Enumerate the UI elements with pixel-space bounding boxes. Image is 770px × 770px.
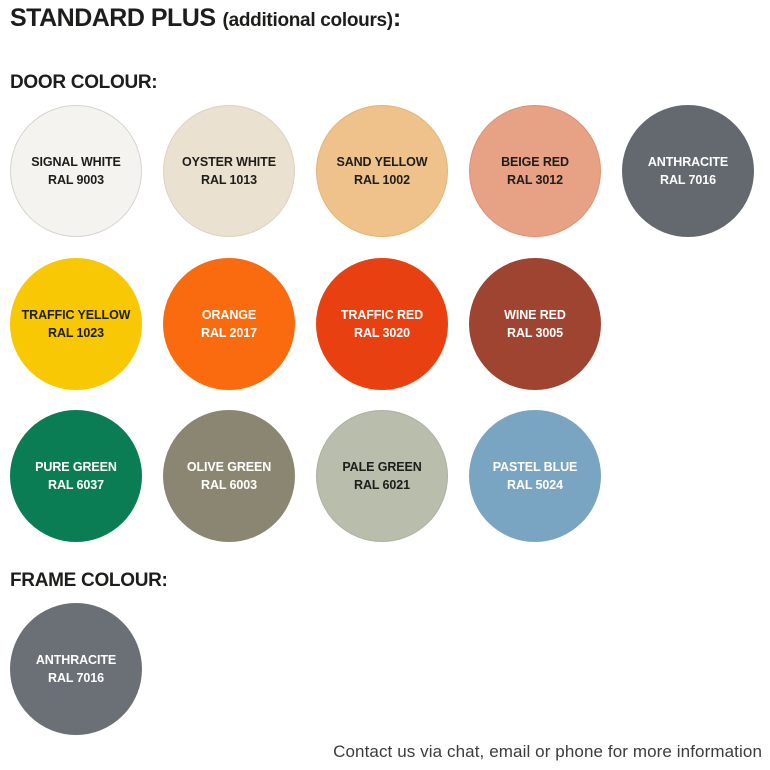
colour-swatch-wine-red: WINE RED RAL 3005	[469, 258, 601, 390]
swatch-ral-code: RAL 3005	[507, 326, 563, 340]
colour-swatch-traffic-yellow: TRAFFIC YELLOW RAL 1023	[10, 258, 142, 390]
swatch-colour-name: OLIVE GREEN	[186, 459, 272, 474]
page-title-sub: (additional colours)	[222, 10, 394, 31]
swatch-label: PURE GREEN RAL 6037	[35, 458, 117, 494]
swatch-label: SAND YELLOW RAL 1002	[336, 153, 427, 189]
swatch-colour-name: WINE RED	[504, 307, 566, 322]
contact-note: Contact us via chat, email or phone for …	[333, 742, 762, 761]
swatch-label: SIGNAL WHITE RAL 9003	[31, 153, 121, 189]
swatch-colour-name: SIGNAL WHITE	[31, 154, 121, 169]
swatch-ral-code: RAL 6021	[354, 478, 410, 492]
swatch-ral-code: RAL 5024	[507, 478, 563, 492]
swatch-ral-code: RAL 9003	[48, 173, 104, 187]
swatch-colour-name: SAND YELLOW	[336, 154, 428, 169]
swatch-label: BEIGE RED RAL 3012	[501, 153, 569, 189]
swatch-ral-code: RAL 2017	[201, 326, 257, 340]
colour-swatch-signal-white: SIGNAL WHITE RAL 9003	[10, 105, 142, 237]
swatch-label: TRAFFIC YELLOW RAL 1023	[22, 306, 131, 342]
swatch-label: WINE RED RAL 3005	[504, 306, 566, 342]
swatch-label: PALE GREEN RAL 6021	[342, 458, 421, 494]
swatch-colour-name: PASTEL BLUE	[492, 459, 578, 474]
page-title-colon: :	[392, 4, 402, 32]
frame-colour-heading: FRAME COLOUR:	[10, 570, 168, 591]
swatch-ral-code: RAL 3020	[354, 326, 410, 340]
swatch-label: OYSTER WHITE RAL 1013	[182, 153, 276, 189]
colour-swatch-oyster-white: OYSTER WHITE RAL 1013	[163, 105, 295, 237]
colour-swatch-pale-green: PALE GREEN RAL 6021	[316, 410, 448, 542]
swatch-colour-name: ANTHRACITE	[647, 154, 729, 169]
colour-swatch-beige-red: BEIGE RED RAL 3012	[469, 105, 601, 237]
page-title: STANDARD PLUS (additional colours):	[10, 4, 401, 33]
colour-swatch-traffic-red: TRAFFIC RED RAL 3020	[316, 258, 448, 390]
swatch-colour-name: OYSTER WHITE	[182, 154, 276, 169]
swatch-colour-name: ORANGE	[201, 307, 257, 322]
swatch-ral-code: RAL 6003	[201, 478, 257, 492]
swatch-colour-name: ANTHRACITE	[35, 652, 117, 667]
colour-swatch-frame-anthracite: ANTHRACITE RAL 7016	[10, 603, 142, 735]
swatch-colour-name: TRAFFIC YELLOW	[21, 307, 131, 322]
swatch-ral-code: RAL 6037	[48, 478, 104, 492]
swatch-colour-name: BEIGE RED	[501, 154, 569, 169]
swatch-label: TRAFFIC RED RAL 3020	[341, 306, 423, 342]
colour-swatch-olive-green: OLIVE GREEN RAL 6003	[163, 410, 295, 542]
swatch-colour-name: TRAFFIC RED	[340, 307, 424, 322]
swatch-ral-code: RAL 1013	[201, 173, 257, 187]
swatch-label: ANTHRACITE RAL 7016	[648, 153, 728, 189]
swatch-label: ORANGE RAL 2017	[201, 306, 257, 342]
swatch-colour-name: PALE GREEN	[342, 459, 422, 474]
swatch-ral-code: RAL 1023	[48, 326, 104, 340]
door-colour-row-3: PURE GREEN RAL 6037 OLIVE GREEN RAL 6003…	[10, 410, 601, 542]
swatch-ral-code: RAL 7016	[660, 173, 716, 187]
page-title-main: STANDARD PLUS	[10, 4, 216, 32]
swatch-ral-code: RAL 3012	[507, 173, 563, 187]
door-colour-row-1: SIGNAL WHITE RAL 9003 OYSTER WHITE RAL 1…	[10, 105, 754, 237]
door-colour-row-2: TRAFFIC YELLOW RAL 1023 ORANGE RAL 2017 …	[10, 258, 601, 390]
colour-swatch-pure-green: PURE GREEN RAL 6037	[10, 410, 142, 542]
colour-swatch-pastel-blue: PASTEL BLUE RAL 5024	[469, 410, 601, 542]
colour-swatch-sand-yellow: SAND YELLOW RAL 1002	[316, 105, 448, 237]
swatch-label: OLIVE GREEN RAL 6003	[187, 458, 271, 494]
swatch-ral-code: RAL 7016	[48, 671, 104, 685]
swatch-colour-name: PURE GREEN	[35, 459, 117, 474]
swatch-label: ANTHRACITE RAL 7016	[36, 651, 116, 687]
frame-colour-row: ANTHRACITE RAL 7016	[10, 603, 142, 735]
door-colour-heading: DOOR COLOUR:	[10, 72, 158, 93]
swatch-ral-code: RAL 1002	[354, 173, 410, 187]
colour-swatch-orange: ORANGE RAL 2017	[163, 258, 295, 390]
swatch-label: PASTEL BLUE RAL 5024	[493, 458, 578, 494]
colour-swatch-anthracite: ANTHRACITE RAL 7016	[622, 105, 754, 237]
